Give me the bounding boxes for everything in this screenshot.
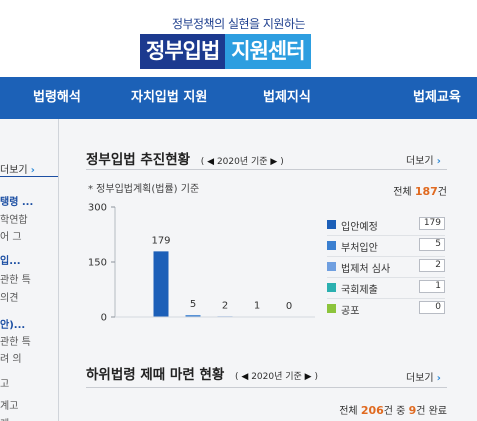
total-prefix: 전체: [339, 406, 358, 417]
legend-swatch: [327, 262, 336, 271]
section1-more-link[interactable]: 더보기 ›: [406, 152, 441, 167]
legend-divider: [327, 235, 445, 236]
site-tagline: 정부정책의 실현을 지원하는: [171, 17, 306, 31]
site-logo[interactable]: 정부입법 지원센터: [140, 34, 311, 69]
left-item-text: 어 그: [0, 232, 22, 243]
chevron-right-icon: ›: [30, 165, 35, 176]
total-value: 187: [414, 185, 438, 198]
left-item-text: 관한 특: [0, 337, 31, 348]
legend-label: 국회제출: [341, 285, 378, 296]
left-divider: [0, 176, 58, 177]
nav-item-legal-education[interactable]: 법제교육: [413, 90, 461, 105]
left-item-text: 학연합: [0, 215, 28, 226]
left-item-title[interactable]: 탱령 ...: [0, 197, 34, 208]
section1-total: 전체 187건: [393, 183, 447, 198]
next-year-icon[interactable]: ▶: [270, 157, 278, 167]
legend-swatch: [327, 220, 336, 229]
legend-item: 국회제출 1: [327, 278, 445, 298]
prev-year-icon[interactable]: ◀: [241, 372, 249, 382]
logo-text-part1: 정부입법: [140, 34, 226, 69]
left-item-title[interactable]: 안)...: [0, 320, 26, 331]
legend-item: 부처입안 5: [327, 236, 445, 256]
bar-value-label: 0: [286, 301, 292, 312]
bar-value-label: 179: [151, 235, 170, 246]
nav-item-local-legislation[interactable]: 자치입법 지원: [131, 90, 208, 105]
site-header: 정부정책의 실현을 지원하는 정부입법 지원센터: [0, 0, 477, 77]
bar-value-label: 5: [190, 299, 196, 310]
section-title-text: 하위법령 제때 마련 현황: [86, 367, 225, 383]
section2-total: 전체 206건 중 9건 완료: [339, 402, 447, 417]
base-year-label: 2020년 기준: [216, 157, 268, 167]
section-title-gov-legislation: 정부입법 추진현황 ( ◀ 2020년 기준 ▶ ): [86, 148, 284, 168]
legislation-bar-chart: 0 150 300 179 5 2 1 0: [88, 203, 315, 324]
left-item-text: 의견: [0, 293, 19, 304]
more-label: 더보기: [406, 156, 434, 167]
total-mid: 건 중: [383, 406, 406, 417]
done-value: 9: [408, 404, 417, 417]
nav-item-interpretation[interactable]: 법령해석: [33, 90, 81, 105]
legend-divider: [327, 256, 445, 257]
left-item-text: 려 의: [0, 354, 22, 365]
more-label: 더보기: [406, 373, 434, 384]
bar-value-label: 2: [222, 300, 228, 311]
total-value: 206: [360, 404, 384, 417]
logo-text-part2: 지원센터: [225, 34, 311, 69]
legend-label: 공포: [341, 306, 360, 317]
left-more-label: 더보기: [0, 165, 28, 176]
legend-label: 부처입안: [341, 243, 378, 254]
section-title-sub-legislation: 하위법령 제때 마련 현황 ( ◀ 2020년 기준 ▶ ): [86, 363, 318, 383]
prev-year-icon[interactable]: ◀: [207, 157, 215, 167]
next-year-icon[interactable]: ▶: [304, 372, 312, 382]
y-tick-label: 150: [88, 258, 107, 269]
year-selector: ( ◀ 2020년 기준 ▶ ): [235, 372, 318, 382]
legend-swatch: [327, 241, 336, 250]
left-item-text: 관한 특: [0, 275, 31, 286]
legend-value: 0: [419, 301, 445, 314]
left-more-link[interactable]: 더보기 ›: [0, 161, 35, 176]
section2-more-link[interactable]: 더보기 ›: [406, 369, 441, 384]
legend-label: 법제처 심사: [341, 264, 391, 275]
legend-label: 입안예정: [341, 222, 378, 233]
main-nav: 법령해석 자치입법 지원 법제지식 법제교육: [0, 77, 477, 119]
legend-item: 입안예정 179: [327, 215, 445, 235]
main-content: 정부입법 추진현황 ( ◀ 2020년 기준 ▶ ) 더보기 › * 정부입법계…: [59, 119, 477, 421]
y-tick-label: 0: [101, 313, 107, 324]
legend-divider: [327, 298, 445, 299]
bar-부처입안: [185, 315, 201, 317]
left-panel: 더보기 › 탱령 ... 학연합 어 그 입... 관한 특 의견 안)... …: [0, 119, 59, 421]
section-title-text: 정부입법 추진현황: [86, 152, 191, 168]
left-item-title[interactable]: 입...: [0, 256, 21, 267]
legend-divider: [327, 277, 445, 278]
base-year-label: 2020년 기준: [251, 372, 302, 382]
left-item-text[interactable]: 고: [0, 379, 10, 390]
total-suffix: 건: [437, 187, 447, 198]
left-item-text[interactable]: 계: [0, 415, 9, 421]
chart-legend: 입안예정 179 부처입안 5 법제처 심사 2 국회제출 1 공포 0: [327, 215, 445, 319]
left-item-text[interactable]: 계고: [0, 401, 19, 412]
chart-note: * 정부입법계획(법률) 기준: [88, 184, 200, 195]
y-tick-label: 300: [88, 203, 107, 214]
chevron-right-icon: ›: [436, 156, 441, 167]
year-selector: ( ◀ 2020년 기준 ▶ ): [200, 157, 284, 167]
total-prefix: 전체: [393, 187, 412, 198]
total-suffix: 건 완료: [416, 406, 447, 417]
legend-item: 공포 0: [327, 299, 445, 319]
legend-swatch: [327, 304, 336, 313]
chevron-right-icon: ›: [436, 373, 441, 384]
legend-swatch: [327, 283, 336, 292]
legend-value: 179: [419, 217, 445, 230]
bar-입안예정: [153, 251, 169, 317]
section1-divider: [86, 169, 447, 170]
bar-value-label: 1: [254, 301, 260, 312]
legend-item: 법제처 심사 2: [327, 257, 445, 277]
section2-divider: [86, 387, 447, 388]
nav-item-legal-knowledge[interactable]: 법제지식: [263, 90, 311, 105]
legend-value: 5: [419, 238, 445, 251]
legend-value: 2: [419, 259, 445, 272]
legend-value: 1: [419, 280, 445, 293]
